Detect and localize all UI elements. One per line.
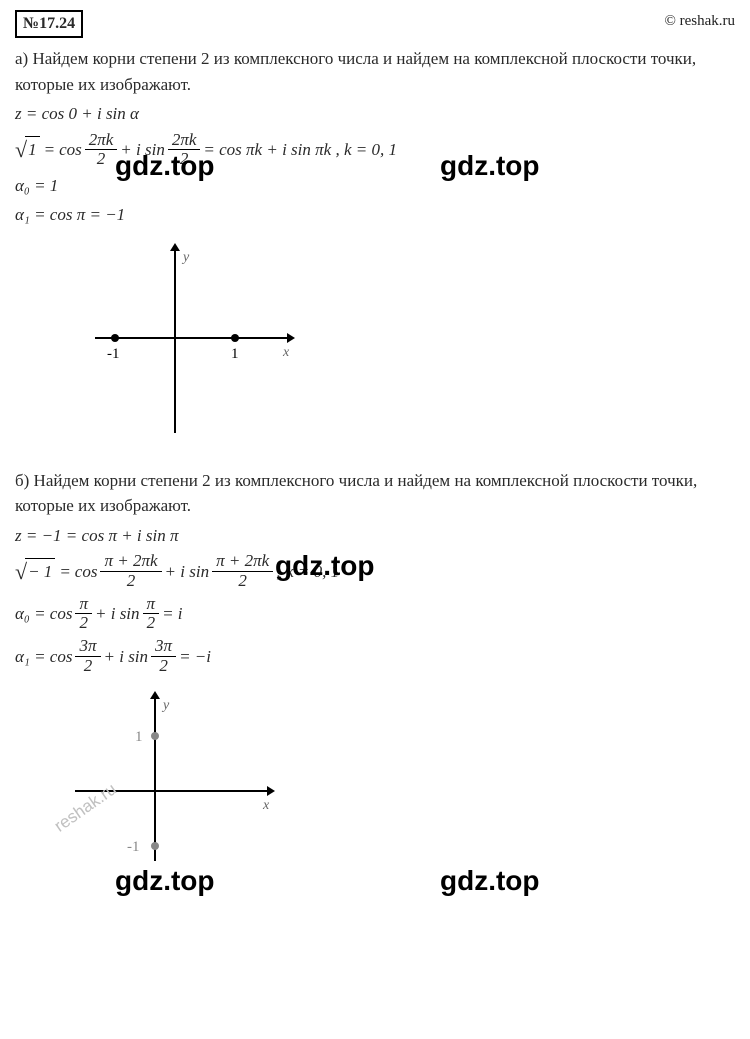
fraction: π 2	[143, 595, 160, 633]
denominator: 2	[143, 614, 160, 633]
problem-number-badge: №17.24	[15, 10, 83, 38]
denominator: 2	[234, 572, 251, 591]
numerator: 3π	[75, 637, 100, 657]
denominator: 2	[80, 657, 97, 676]
part-a-sqrt-line: √ 1 = cos 2πk 2 + i sin 2πk 2 = cos πk +…	[15, 131, 735, 169]
radicand: − 1	[25, 558, 55, 585]
fraction: 3π 2	[75, 637, 100, 675]
fraction: 3π 2	[151, 637, 176, 675]
part-b-graph: reshak.ru yx1-1	[55, 686, 735, 876]
denominator: 2	[176, 150, 193, 169]
fraction: 2πk 2	[85, 131, 118, 169]
denominator: 2	[123, 572, 140, 591]
part-b-alpha0: α₀ = cos π 2 + i sin π 2 = i	[15, 595, 735, 633]
part-a-z-line: z = cos 0 + i sin α	[15, 101, 735, 127]
svg-text:x: x	[282, 345, 290, 360]
denominator: 2	[93, 150, 110, 169]
graph-a-svg: y x -1 1	[75, 238, 305, 458]
alpha0-mid: + i sin	[95, 601, 140, 627]
svg-text:y: y	[161, 698, 170, 713]
svg-text:-1: -1	[127, 839, 140, 855]
part-b-sqrt-line: √ − 1 = cos π + 2πk 2 + i sin π + 2πk 2 …	[15, 552, 735, 590]
numerator: 2πk	[85, 131, 118, 151]
alpha0-lhs: α₀ = cos	[15, 601, 72, 627]
numerator: π	[143, 595, 160, 615]
top-bar: №17.24 © reshak.ru	[15, 10, 735, 38]
part-b-text: б) Найдем корни степени 2 из комплексног…	[15, 468, 735, 519]
page: gdz.top gdz.top gdz.top gdz.top gdz.top …	[15, 10, 735, 876]
fraction: 2πk 2	[168, 131, 201, 169]
semi: ; k = 0, 1	[276, 559, 339, 585]
svg-text:1: 1	[135, 729, 143, 745]
rhs: = cos πk + i sin πk , k = 0, 1	[203, 137, 397, 163]
copyright: © reshak.ru	[664, 10, 735, 33]
plus-isin: + i sin	[120, 137, 165, 163]
numerator: π	[75, 595, 92, 615]
alpha1-lhs: α₁ = cos	[15, 644, 72, 670]
svg-text:-1: -1	[107, 346, 120, 362]
radicand: 1	[25, 136, 40, 163]
cos-fn: cos	[59, 137, 82, 163]
fraction: π 2	[75, 595, 92, 633]
denominator: 2	[75, 614, 92, 633]
sqrt-expr: √ 1	[15, 133, 40, 166]
fraction: π + 2πk 2	[212, 552, 273, 590]
denominator: 2	[155, 657, 172, 676]
svg-text:y: y	[181, 250, 190, 265]
part-b-z-line: z = −1 = cos π + i sin π	[15, 523, 735, 549]
svg-text:1: 1	[231, 346, 239, 362]
part-a-text: а) Найдем корни степени 2 из комплексног…	[15, 46, 735, 97]
graph-b-svg: y x 1 -1	[55, 686, 285, 876]
svg-text:x: x	[262, 798, 270, 813]
alpha1-rhs: = −i	[179, 644, 211, 670]
cos-fn: cos	[75, 559, 98, 585]
sqrt-expr: √ − 1	[15, 555, 55, 588]
numerator: 3π	[151, 637, 176, 657]
numerator: π + 2πk	[212, 552, 273, 572]
fraction: π + 2πk 2	[100, 552, 161, 590]
part-a-graph: y x -1 1	[75, 238, 735, 458]
plus-isin: + i sin	[165, 559, 210, 585]
part-a-alpha0: α₀ = 1	[15, 173, 735, 199]
alpha0-rhs: = i	[162, 601, 182, 627]
numerator: π + 2πk	[100, 552, 161, 572]
part-b-alpha1: α₁ = cos 3π 2 + i sin 3π 2 = −i	[15, 637, 735, 675]
numerator: 2πk	[168, 131, 201, 151]
alpha1-mid: + i sin	[104, 644, 149, 670]
part-a-alpha1: α₁ = cos π = −1	[15, 202, 735, 228]
